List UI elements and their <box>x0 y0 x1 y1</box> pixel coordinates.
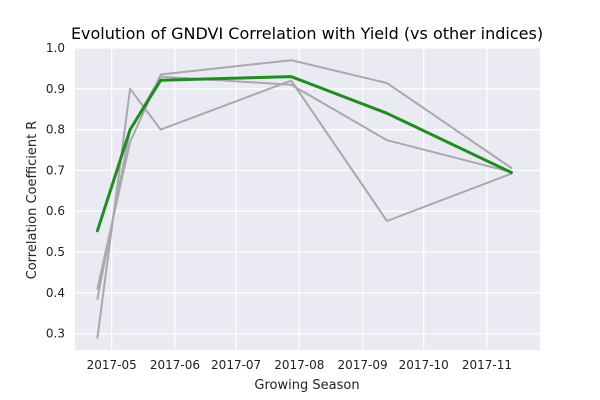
x-tick-label: 2017-07 <box>211 358 261 372</box>
x-tick-label: 2017-05 <box>87 358 137 372</box>
x-tick-label: 2017-08 <box>274 358 324 372</box>
y-tick-label: 0.6 <box>46 204 65 218</box>
y-tick-label: 0.9 <box>46 82 65 96</box>
comparison-series-line <box>96 79 513 339</box>
x-tick-label: 2017-06 <box>150 358 200 372</box>
y-axis-label: Correlation Coefficient R <box>25 121 40 280</box>
comparison-series-line <box>96 75 513 300</box>
y-tick-label: 0.5 <box>46 245 65 259</box>
x-tick-label: 2017-09 <box>337 358 387 372</box>
y-tick-label: 0.8 <box>46 123 65 137</box>
y-tick-label: 1.0 <box>46 41 65 55</box>
y-tick-label: 0.3 <box>46 327 65 341</box>
x-axis-ticks: 2017-05 2017-06 2017-07 2017-08 2017-09 2017-… <box>87 358 512 372</box>
series-lines <box>95 59 513 339</box>
x-tick-label: 2017-11 <box>462 358 512 372</box>
y-tick-label: 0.4 <box>46 286 65 300</box>
y-tick-label: 0.7 <box>46 163 65 177</box>
y-axis-ticks: 0.3 0.4 0.5 0.6 0.7 0.8 0.9 1.0 <box>46 41 65 341</box>
gndvi-series-line <box>95 75 513 233</box>
grid-lines <box>75 47 540 350</box>
plot-area <box>75 48 540 350</box>
chart-title: Evolution of GNDVI Correlation with Yiel… <box>71 24 543 43</box>
x-axis-label: Growing Season <box>254 378 359 393</box>
comparison-series-line <box>96 59 513 290</box>
x-tick-label: 2017-10 <box>399 358 449 372</box>
